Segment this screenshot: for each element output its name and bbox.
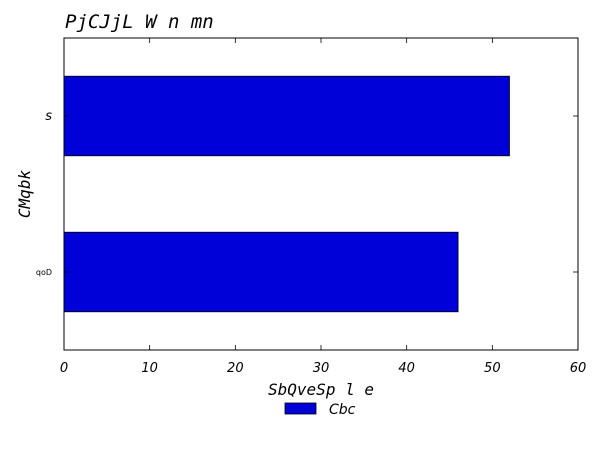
x-tick-label: 30 <box>313 361 330 376</box>
x-tick-label: 0 <box>60 361 68 376</box>
y-axis-ticks: qoD s <box>36 109 578 277</box>
y-axis-label: CMqbk <box>15 170 34 219</box>
x-tick-label: 60 <box>570 361 587 376</box>
x-tick-label: 10 <box>141 361 158 376</box>
x-tick-label: 40 <box>398 361 415 376</box>
x-tick-label: 20 <box>227 361 244 376</box>
bar-s <box>63 75 510 157</box>
x-axis-ticks: 0 10 20 30 40 50 60 <box>60 38 586 376</box>
x-axis-label: SbQveSp l e <box>268 380 374 399</box>
legend: Cbc <box>284 402 356 418</box>
bar-qoD <box>63 231 459 313</box>
legend-label: Cbc <box>329 402 356 418</box>
y-tick-label: s <box>45 109 52 124</box>
bars-group <box>63 75 510 313</box>
x-tick-label: 50 <box>484 361 501 376</box>
legend-swatch <box>284 402 317 415</box>
y-tick-label: qoD <box>36 268 52 277</box>
chart-title: PjCJjL W n mn <box>65 11 214 33</box>
